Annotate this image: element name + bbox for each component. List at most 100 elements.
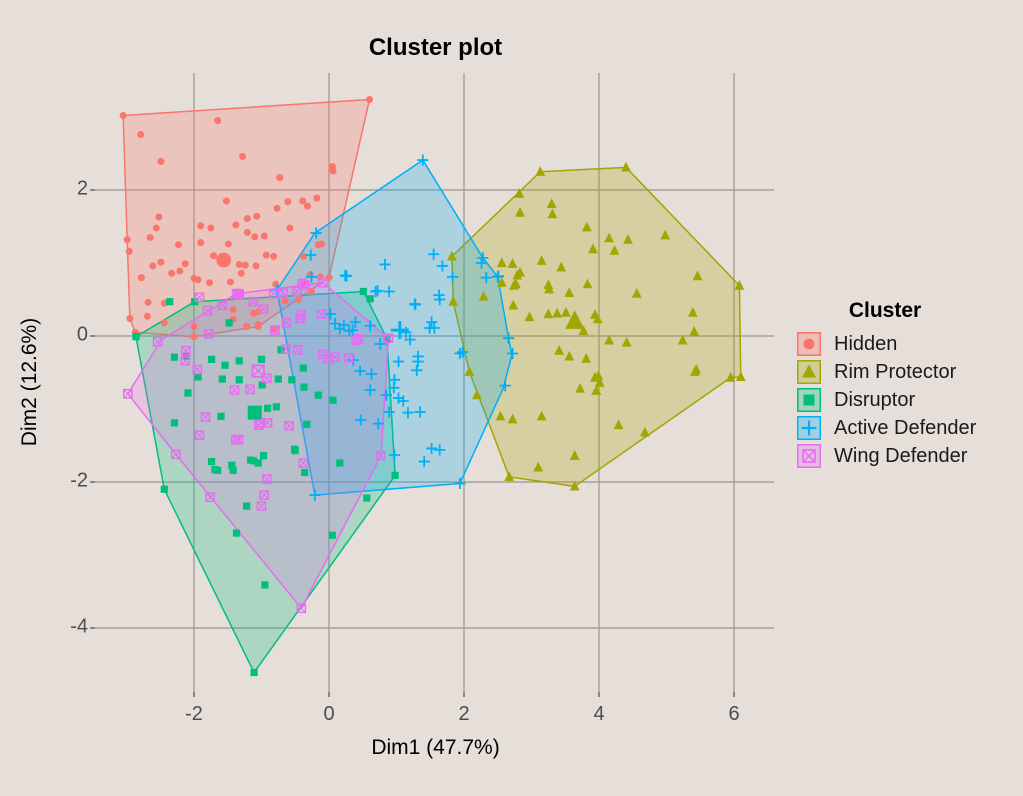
data-point [291,447,299,455]
legend-item-wing-defender: Wing Defender [797,444,987,468]
data-point [273,204,281,212]
data-point [259,452,268,460]
data-point [257,355,266,363]
data-point [192,364,203,375]
data-point [334,323,346,335]
data-point [190,333,198,341]
data-point [207,224,215,232]
triangle-marker-icon [797,360,821,384]
data-point [544,283,554,294]
data-point [181,260,189,268]
data-point [507,258,518,268]
data-point [281,297,289,305]
data-point [170,353,179,361]
chart-title: Cluster plot [368,34,503,61]
data-point [281,318,291,328]
y-tick-label: -4 [70,615,88,638]
data-point [496,257,507,268]
data-point [123,389,133,399]
legend-item-label: Hidden [834,332,898,355]
active-defender-hull [276,159,513,496]
data-point [343,353,354,363]
data-point [400,326,412,338]
centroid-marker [565,310,585,329]
centroid-marker [251,364,265,378]
data-point [229,385,240,395]
legend-item-label: Active Defender [834,416,977,439]
data-point [329,396,337,404]
legend-item-label: Rim Protector [834,360,957,383]
plus-marker-icon [797,416,821,440]
data-point [143,312,151,320]
data-point [475,257,488,269]
data-point [554,345,565,355]
data-point [295,296,303,303]
data-point [314,391,322,399]
data-point [235,376,243,384]
centroid-marker [390,321,409,340]
active-defender-centroid [390,321,409,340]
data-point [417,154,429,166]
data-point [184,389,192,397]
data-point [259,490,269,500]
data-point [349,316,361,328]
data-point [344,353,354,363]
data-point [735,371,746,381]
centroid-marker [251,364,265,378]
data-point [514,188,525,198]
data-point [276,174,284,182]
legend: Cluster Hidden Rim Protector Disruptor A… [797,299,987,472]
x-tick-label: 6 [728,703,740,725]
data-point [428,248,440,260]
data-point [594,377,605,387]
data-point [330,352,340,362]
data-point [590,372,600,382]
data-point [409,298,421,310]
data-point [257,501,266,511]
data-point [231,434,241,445]
data-point [692,270,703,281]
data-point [214,117,222,125]
data-point [166,298,174,306]
data-point [205,492,215,502]
data-point [204,329,214,339]
legend-marker-x [802,449,816,463]
data-point [254,320,262,328]
data-point [454,477,466,490]
rim-protector-points [446,161,746,491]
data-point [591,385,602,395]
data-point [556,261,567,272]
data-point [262,474,272,484]
data-point [256,501,267,511]
data-point [376,450,386,461]
data-point [295,313,305,323]
data-point [309,489,321,501]
data-point [305,271,318,283]
data-point [149,262,157,270]
data-point [564,350,575,361]
data-point [426,442,438,455]
data-point [204,329,214,339]
data-point [734,280,745,290]
data-point [170,419,179,427]
data-point [192,365,202,375]
data-point [284,420,294,431]
data-point [119,112,127,120]
data-point [354,365,366,377]
data-point [230,385,239,395]
data-point [621,336,632,347]
data-point [137,274,145,282]
data-point [383,333,393,343]
data-point [181,345,191,356]
data-point [228,461,236,469]
data-point [296,603,306,613]
wing-defender-centroid [251,364,265,378]
data-point [471,389,482,400]
data-point [504,471,515,481]
data-point [125,247,133,255]
data-point [194,373,202,381]
data-point [224,240,232,248]
data-point [226,278,234,286]
y-tick-label: 2 [76,177,88,200]
